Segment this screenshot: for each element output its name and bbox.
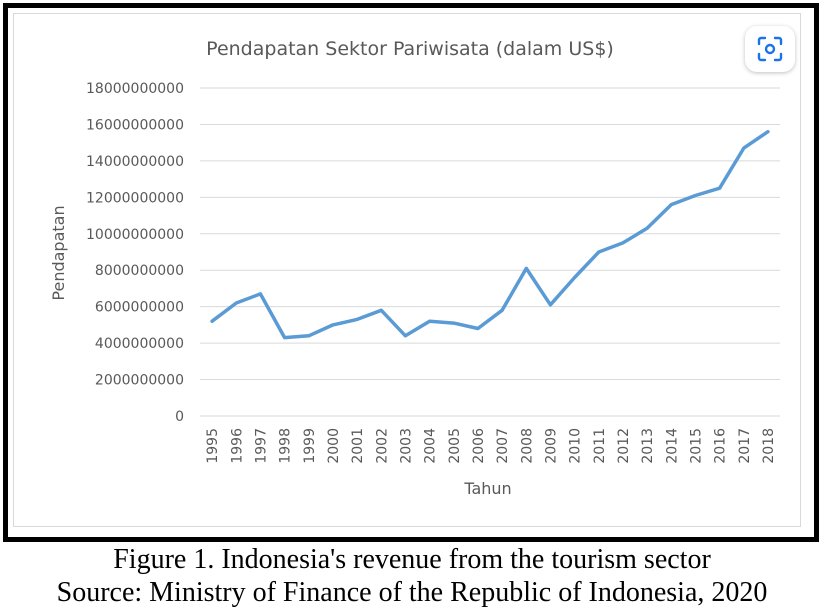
x-tick-label: 2000 [326, 428, 342, 464]
x-tick-label: 2009 [543, 428, 559, 464]
x-tick-label: 2018 [761, 428, 777, 464]
data-point [403, 334, 407, 338]
lens-icon [757, 36, 783, 62]
y-axis-label: Pendapatan [49, 205, 68, 300]
data-point [476, 327, 480, 331]
y-tick-label: 10000000000 [86, 227, 184, 243]
chart-title: Pendapatan Sektor Pariwisata (dalam US$) [206, 38, 614, 60]
data-point [645, 226, 649, 230]
data-point [693, 194, 697, 198]
x-tick-label: 2016 [713, 428, 729, 464]
figure-frame [3, 3, 819, 542]
data-point [307, 334, 311, 338]
data-point [742, 146, 746, 150]
y-tick-label: 8000000000 [95, 263, 184, 279]
y-tick-label: 14000000000 [86, 154, 184, 170]
data-point [355, 317, 359, 321]
series-group [210, 129, 770, 340]
data-point [234, 301, 238, 305]
y-tick-labels: 0 2000000000 4000000000 6000000000 800000000… [86, 81, 184, 425]
figure-source: Source: Ministry of Finance of the Repub… [56, 577, 768, 608]
gridlines [200, 87, 780, 417]
figure-caption: Figure 1. Indonesia's revenue from the t… [113, 544, 711, 575]
x-tick-label: 2010 [568, 428, 584, 464]
data-point [283, 336, 287, 340]
data-point [500, 308, 504, 312]
x-tick-label: 2003 [398, 428, 414, 464]
y-tick-label: 12000000000 [86, 190, 184, 206]
y-tick-label: 2000000000 [95, 373, 184, 389]
data-point [524, 266, 528, 270]
chart-area-border [13, 13, 801, 527]
x-tick-label: 1997 [253, 428, 269, 464]
x-tick-label: 1998 [278, 428, 294, 464]
data-point [718, 186, 722, 190]
y-tick-label: 4000000000 [95, 336, 184, 352]
y-tick-label: 0 [175, 409, 184, 425]
data-point [452, 321, 456, 325]
data-point [210, 319, 214, 323]
data-point [331, 323, 335, 327]
x-tick-label: 2014 [664, 428, 680, 464]
x-tick-label: 2005 [447, 428, 463, 464]
data-point [766, 130, 770, 134]
x-tick-label: 1995 [205, 428, 221, 464]
data-point [621, 241, 625, 245]
x-tick-label: 2008 [519, 428, 535, 464]
data-point [573, 276, 577, 280]
x-tick-labels: 1995 1996 1997 1998 1999 2000 2001 2002 2003 2004… [205, 428, 777, 464]
data-point [428, 319, 432, 323]
lens-button[interactable] [745, 26, 795, 72]
y-tick-label: 18000000000 [86, 81, 184, 97]
x-tick-label: 2013 [640, 428, 656, 464]
y-tick-label: 6000000000 [95, 300, 184, 316]
x-tick-label: 1996 [229, 428, 245, 464]
x-tick-label: 2007 [495, 428, 511, 464]
x-tick-label: 2011 [592, 428, 608, 464]
data-point [669, 203, 673, 207]
data-point [597, 250, 601, 254]
x-tick-label: 2006 [471, 428, 487, 464]
line-chart: Pendapatan Sektor Pariwisata (dalam US$)… [49, 38, 780, 498]
x-axis-label: Tahun [463, 479, 511, 498]
y-tick-label: 16000000000 [86, 117, 184, 133]
x-tick-label: 2004 [423, 428, 439, 464]
data-point [258, 292, 262, 296]
data-point [379, 308, 383, 312]
series-line [210, 129, 770, 340]
x-tick-label: 2012 [616, 428, 632, 464]
x-tick-label: 2015 [688, 428, 704, 464]
x-tick-label: 2001 [350, 428, 366, 464]
x-tick-label: 2017 [737, 428, 753, 464]
x-tick-label: 2002 [374, 428, 390, 464]
x-tick-label: 1999 [302, 428, 318, 464]
data-point [548, 303, 552, 307]
